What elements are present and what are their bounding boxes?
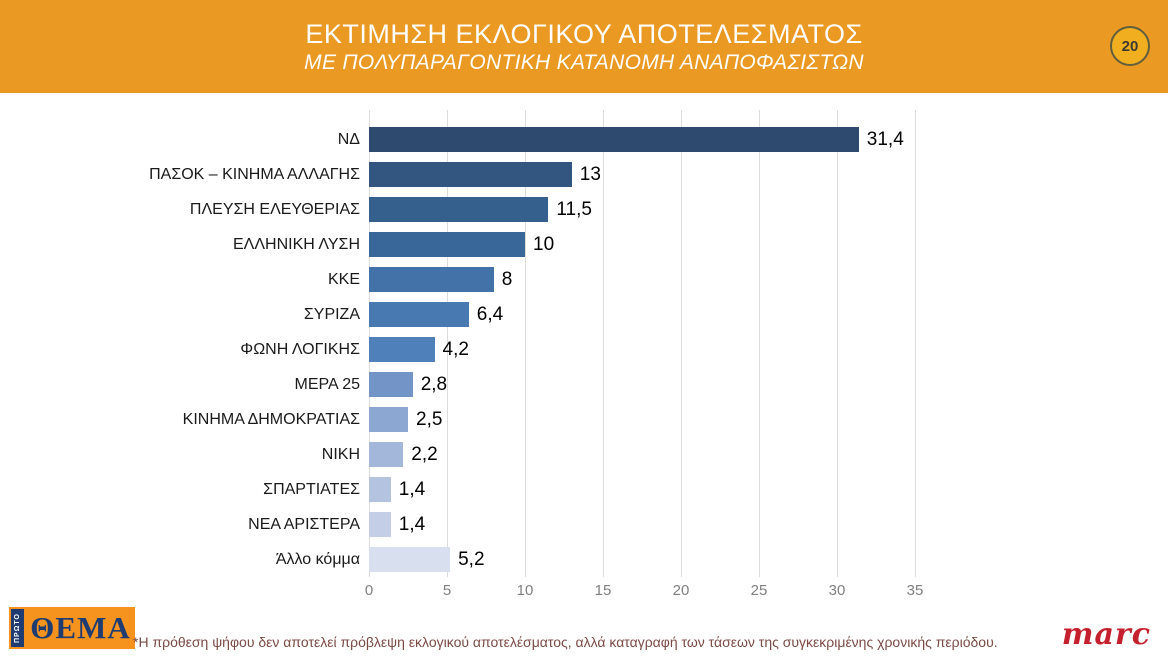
chart-subtitle: ΜΕ ΠΟΛΥΠΑΡΑΓΟΝΤΙΚΗ ΚΑΤΑΝΟΜΗ ΑΝΑΠΟΦΑΣΙΣΤΩ… [304,51,864,75]
x-tick-label-0: 0 [364,582,374,599]
proto-thema-logo-vertical-text: ΠΡΩΤΟ [11,609,24,647]
bar [369,477,391,502]
x-tick-label-25: 25 [750,582,768,599]
value-label: 1,4 [398,513,426,535]
value-label: 5,2 [458,548,485,570]
slide-number-badge: 20 [1110,26,1150,66]
value-label: 8 [501,268,513,290]
bar-row: ΝΕΑ ΑΡΙΣΤΕΡΑ 1,4 [0,507,1168,542]
category-label: ΣΠΑΡΤΙΑΤΕΣ [263,480,360,498]
value-label: 31,4 [866,128,904,150]
category-label: ΣΥΡΙΖΑ [303,305,360,323]
bar-row: ΦΩΝΗ ΛΟΓΙΚΗΣ 4,2 [0,332,1168,367]
bar [369,197,549,222]
category-label: ΠΛΕΥΣΗ ΕΛΕΥΘΕΡΙΑΣ [189,200,360,218]
value-label: 11,5 [556,198,592,220]
category-label: ΚΚΕ [327,270,360,288]
bar [369,512,391,537]
bar [369,162,572,187]
category-label: ΝΔ [337,130,360,148]
bar-row: ΣΠΑΡΤΙΑΤΕΣ 1,4 [0,472,1168,507]
x-tick-label-30: 30 [828,582,846,599]
value-label: 4,2 [442,338,469,360]
category-label: ΚΙΝΗΜΑ ΔΗΜΟΚΡΑΤΙΑΣ [182,410,360,428]
bar-row: ΝΙΚΗ 2,2 [0,437,1168,472]
value-label: 10 [533,233,555,255]
value-label: 2,5 [416,408,443,430]
chart-title: ΕΚΤΙΜΗΣΗ ΕΚΛΟΓΙΚΟΥ ΑΠΟΤΕΛΕΣΜΑΤΟΣ [305,18,863,49]
bar-row: ΕΛΛΗΝΙΚΗ ΛΥΣΗ 10 [0,227,1168,262]
marc-logo: marc [1061,617,1151,652]
bar-row: ΣΥΡΙΖΑ 6,4 [0,297,1168,332]
proto-thema-logo: ΠΡΩΤΟ ΘΕΜΑ [9,607,135,649]
value-label: 6,4 [476,303,504,325]
value-label: 2,8 [420,373,448,395]
category-label: ΠΑΣΟΚ – ΚΙΝΗΜΑ ΑΛΛΑΓΗΣ [149,165,360,183]
bar-row: ΠΑΣΟΚ – ΚΙΝΗΜΑ ΑΛΛΑΓΗΣ 13 [0,157,1168,192]
x-tick-label-35: 35 [906,582,924,599]
x-tick-label-5: 5 [442,582,452,599]
bar [369,267,494,292]
bar-row: ΚΚΕ 8 [0,262,1168,297]
category-label: ΦΩΝΗ ΛΟΓΙΚΗΣ [240,340,360,358]
category-label: ΜΕΡΑ 25 [294,375,360,393]
x-axis: 0 5 10 15 20 25 30 35 [0,582,1168,604]
value-label: 1,4 [398,478,426,500]
disclaimer-text: *Η πρόθεση ψήφου δεν αποτελεί πρόβλεψη ε… [133,634,998,650]
bar [369,442,404,467]
category-label: ΝΕΑ ΑΡΙΣΤΕΡΑ [248,515,360,533]
bar [369,302,469,327]
bar-row: ΠΛΕΥΣΗ ΕΛΕΥΘΕΡΙΑΣ 11,5 [0,192,1168,227]
category-label: Άλλο κόμμα [275,550,360,568]
value-label: 2,2 [411,443,438,465]
category-label: ΕΛΛΗΝΙΚΗ ΛΥΣΗ [232,235,360,253]
bar [369,407,408,432]
value-label: 13 [579,163,601,185]
bar-chart: ΝΔ 31,4 ΠΑΣΟΚ – ΚΙΝΗΜΑ ΑΛΛΑΓΗΣ 13 ΠΛΕΥΣΗ ΕΛΕ… [0,122,1168,577]
bar-row: Άλλο κόμμα 5,2 [0,542,1168,577]
x-tick-label-20: 20 [672,582,690,599]
x-tick-label-15: 15 [594,582,612,599]
x-tick-label-10: 10 [516,582,534,599]
header-banner: ΕΚΤΙΜΗΣΗ ΕΚΛΟΓΙΚΟΥ ΑΠΟΤΕΛΕΣΜΑΤΟΣ ΜΕ ΠΟΛΥ… [0,0,1168,93]
category-label: ΝΙΚΗ [321,445,360,463]
bar-row: ΝΔ 31,4 [0,122,1168,157]
bar [369,337,435,362]
bar [369,547,451,572]
bar [369,232,525,257]
bar-row: ΜΕΡΑ 25 2,8 [0,367,1168,402]
proto-thema-logo-text: ΘΕΜΑ [30,610,131,645]
bar-row: ΚΙΝΗΜΑ ΔΗΜΟΚΡΑΤΙΑΣ 2,5 [0,402,1168,437]
bar [369,372,413,397]
bar [369,127,859,152]
